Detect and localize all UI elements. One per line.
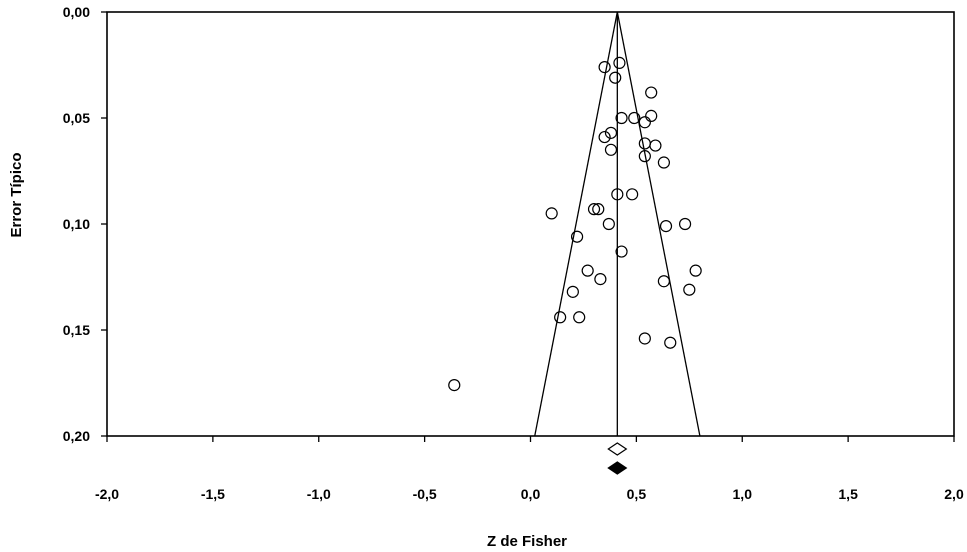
study-point [615,245,628,258]
x-tick-label: -2,0 [95,486,119,502]
study-point [554,311,567,324]
study-point [448,379,461,392]
study-point [638,150,651,163]
study-point [604,143,618,156]
funnel-right-line [616,11,701,437]
summary-layer [607,442,628,475]
points-layer [448,56,702,392]
study-point [598,61,611,74]
x-axis: -2,0 -1,5 -1,0 -0,5 0,0 0,5 1,0 1,5 2,0 [95,436,964,502]
study-point [649,139,662,152]
study-point [613,56,626,69]
study-point [573,311,586,324]
study-point [615,111,628,125]
study-point [689,264,702,277]
study-point [604,126,618,139]
x-tick-label: -0,5 [413,486,437,502]
study-point [645,86,658,99]
study-point [570,230,584,243]
x-tick-label: -1,0 [307,486,331,502]
x-tick-label: -1,5 [201,486,225,502]
y-tick-label: 0,20 [63,428,90,444]
study-point [664,336,677,349]
y-axis-label: Error Típico [8,152,25,237]
study-point [566,285,579,298]
study-point [638,116,651,129]
study-point [609,71,622,84]
study-point [628,111,641,125]
study-point [587,203,601,216]
x-tick-label: 2,0 [944,486,964,502]
x-axis-label: Z de Fisher [487,533,567,550]
summary-diamond-observed [607,442,628,456]
study-point [683,283,696,296]
x-tick-label: 0,5 [627,486,647,502]
study-point [645,109,658,122]
x-tick-label: 1,0 [733,486,753,502]
plot-area [106,11,955,437]
study-point [581,264,594,277]
study-point [638,332,651,345]
y-tick-label: 0,00 [63,4,90,20]
study-point [594,273,607,286]
study-point [611,188,624,201]
study-point [545,207,558,220]
y-tick-label: 0,05 [63,110,90,126]
funnel-left-line [534,11,618,437]
y-tick-label: 0,15 [63,322,90,338]
study-point [598,130,611,144]
study-point [659,220,673,233]
study-point [678,217,692,231]
x-tick-label: 1,5 [838,486,858,502]
study-point [657,275,671,288]
x-tick-label: 0,0 [521,486,541,502]
study-point [626,188,639,201]
study-point [592,203,605,216]
study-point [602,217,615,231]
study-point [657,156,671,169]
y-tick-label: 0,10 [63,216,90,232]
summary-diamond-imputed [607,461,628,475]
y-axis: 0,00 0,05 0,10 0,15 0,20 [63,4,107,444]
